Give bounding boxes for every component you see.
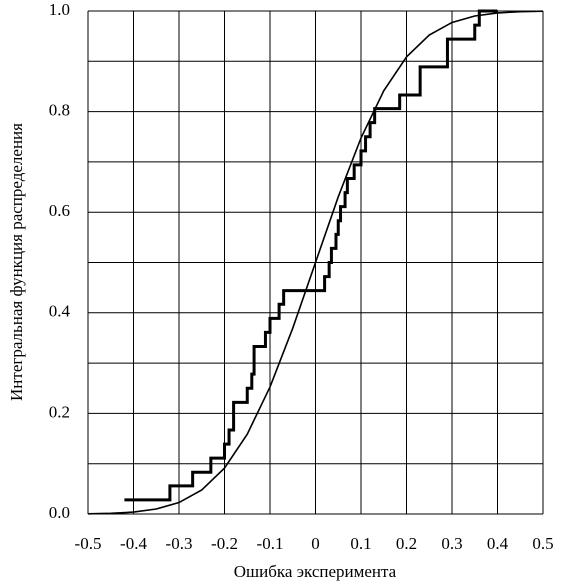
x-tick-label: 0 xyxy=(311,534,320,553)
empirical-cdf-line xyxy=(124,9,498,502)
x-tick-label: 0.2 xyxy=(396,534,417,553)
y-tick-label: 0.0 xyxy=(49,503,70,522)
y-tick-label: 0.2 xyxy=(49,402,70,421)
y-tick-label: 1.0 xyxy=(49,0,70,19)
y-tick-label: 0.8 xyxy=(49,101,70,120)
x-tick-label: 0.1 xyxy=(350,534,371,553)
x-tick-label: -0.5 xyxy=(75,534,102,553)
x-tick-label: 0.4 xyxy=(487,534,509,553)
x-tick-label: -0.1 xyxy=(257,534,284,553)
x-axis-label: Ошибка эксперимента xyxy=(234,562,397,581)
x-tick-label: -0.2 xyxy=(211,534,238,553)
x-tick-label: 0.5 xyxy=(532,534,553,553)
x-tick-label: -0.3 xyxy=(166,534,193,553)
y-axis-label: Интегральная функция распределения xyxy=(7,123,26,401)
y-tick-label: 0.4 xyxy=(49,302,71,321)
normal-cdf-line xyxy=(87,10,544,515)
x-tick-label: -0.4 xyxy=(120,534,147,553)
y-tick-label: 0.6 xyxy=(49,201,70,220)
x-tick-label: 0.3 xyxy=(441,534,462,553)
